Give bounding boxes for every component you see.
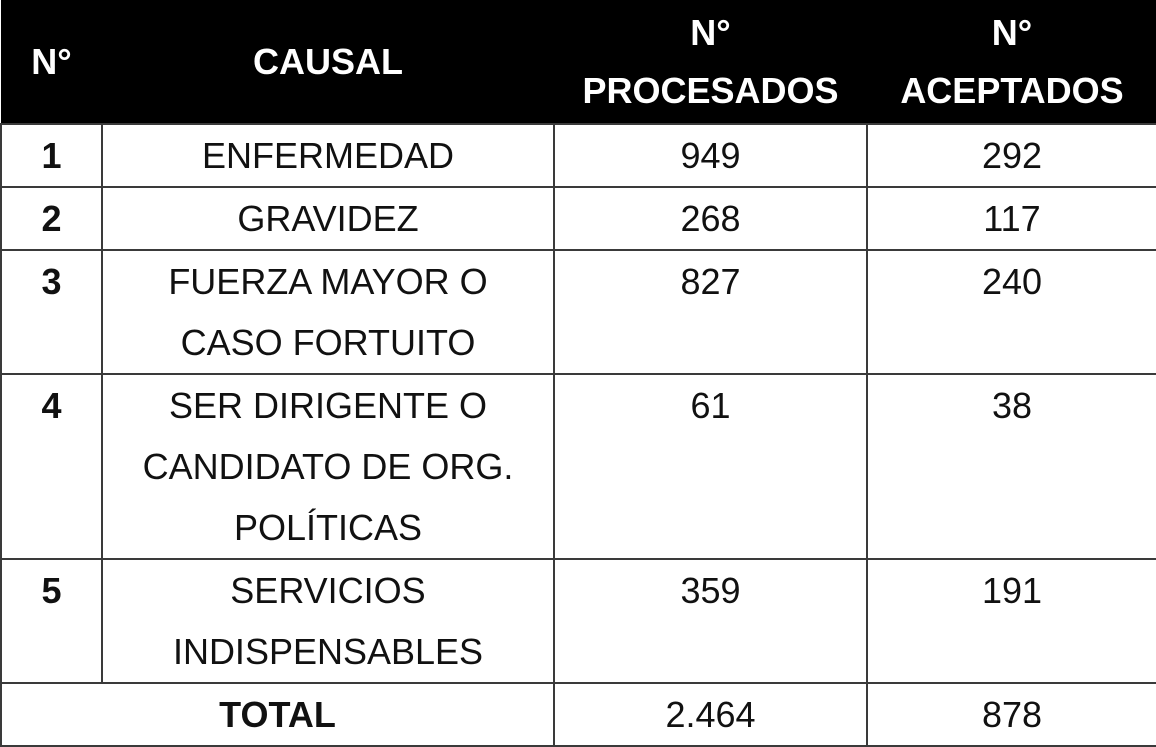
row-causal-line: SERVICIOS [230,570,426,611]
row-causal-line: GRAVIDEZ [237,198,419,239]
row-num: 2 [0,186,103,251]
row-causal-line: INDISPENSABLES [172,631,484,672]
row-aceptados: 191 [866,558,1156,684]
table-header: N° CAUSAL N° PROCESADOS N° ACEPTADOS [1,0,1156,124]
table-row: 5 SERVICIOS INDISPENSABLES 359 191 [0,558,1156,684]
row-causal: SERVICIOS INDISPENSABLES [101,558,555,684]
table-row: 4 SER DIRIGENTE O CANDIDATO DE ORG. POLÍ… [0,373,1156,560]
table-body: 1 ENFERMEDAD 949 292 2 GRAVIDEZ 268 117 … [0,123,1156,747]
total-label: TOTAL [0,682,555,747]
row-causal-line: CANDIDATO DE ORG. [142,446,514,487]
row-causal: SER DIRIGENTE O CANDIDATO DE ORG. POLÍTI… [101,373,555,560]
header-procesados: N° PROCESADOS [554,0,867,124]
row-procesados: 359 [553,558,868,684]
row-causal: GRAVIDEZ [101,186,555,251]
header-num: N° [1,0,102,124]
header-row: N° CAUSAL N° PROCESADOS N° ACEPTADOS [1,0,1156,124]
total-row: TOTAL 2.464 878 [0,682,1156,747]
row-num: 1 [0,123,103,188]
row-procesados: 61 [553,373,868,560]
row-causal: ENFERMEDAD [101,123,555,188]
table-row: 1 ENFERMEDAD 949 292 [0,123,1156,188]
row-procesados: 827 [553,249,868,375]
row-causal-line: SER DIRIGENTE O [168,385,488,426]
row-num: 4 [0,373,103,560]
header-aceptados-line2: ACEPTADOS [900,69,1124,111]
row-causal: FUERZA MAYOR O CASO FORTUITO [101,249,555,375]
row-causal-line: CASO FORTUITO [180,322,476,363]
table-row: 2 GRAVIDEZ 268 117 [0,186,1156,251]
header-causal-label: CAUSAL [253,40,403,82]
total-aceptados: 878 [866,682,1156,747]
row-aceptados: 240 [866,249,1156,375]
header-aceptados-line1: N° [991,11,1033,53]
total-procesados: 2.464 [553,682,868,747]
row-aceptados: 38 [866,373,1156,560]
header-procesados-line1: N° [690,11,731,53]
header-num-label: N° [31,40,72,82]
row-causal-line: FUERZA MAYOR O [168,261,488,302]
row-num: 5 [0,558,103,684]
row-num: 3 [0,249,103,375]
header-causal: CAUSAL [102,0,554,124]
header-procesados-line2: PROCESADOS [582,69,839,111]
row-procesados: 268 [553,186,868,251]
header-aceptados: N° ACEPTADOS [867,0,1156,124]
row-causal-line: ENFERMEDAD [201,135,455,176]
row-aceptados: 117 [866,186,1156,251]
row-aceptados: 292 [866,123,1156,188]
table-row: 3 FUERZA MAYOR O CASO FORTUITO 827 240 [0,249,1156,375]
row-causal-line: POLÍTICAS [233,507,423,548]
row-procesados: 949 [553,123,868,188]
